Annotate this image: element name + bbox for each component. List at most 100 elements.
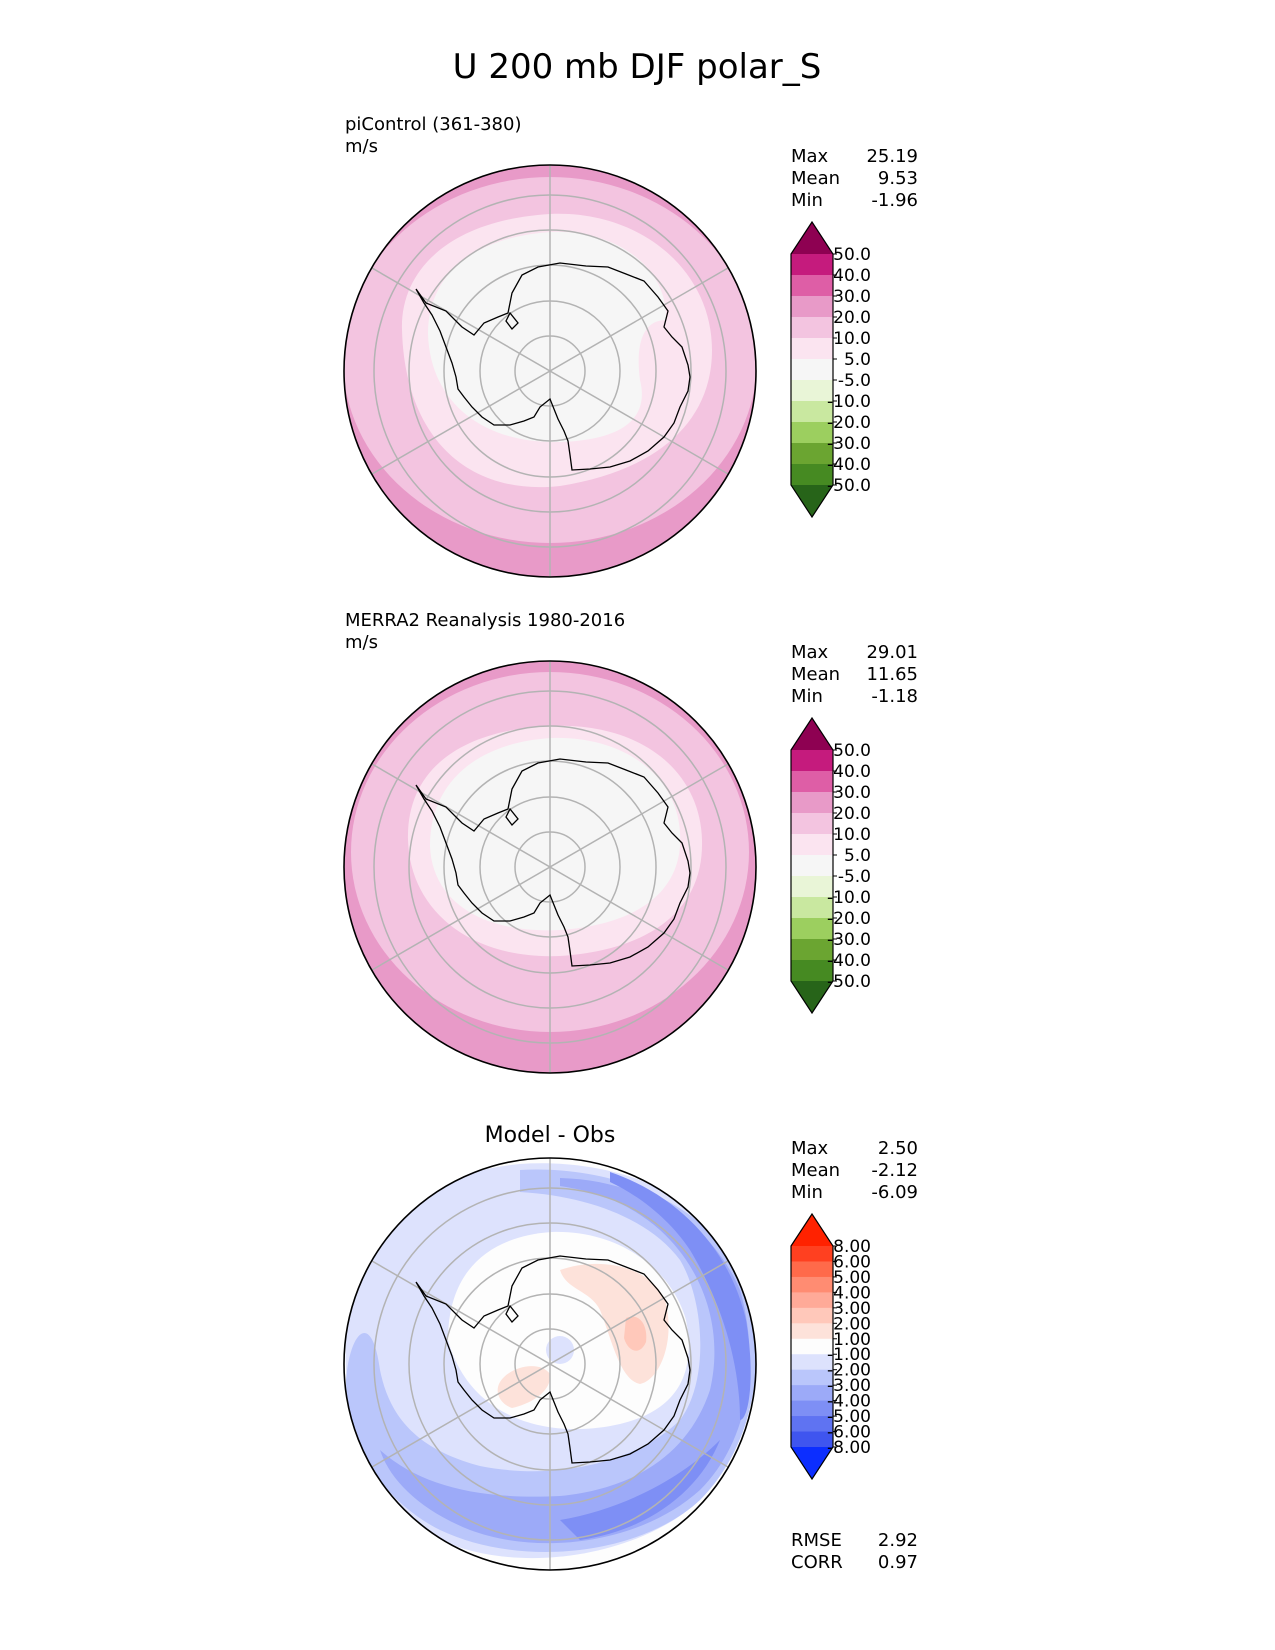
meridian-line bbox=[371, 763, 729, 971]
colorbar-segment bbox=[791, 338, 833, 360]
coastline-path bbox=[505, 1304, 519, 1323]
colorbar-tick-label: -10.0 bbox=[827, 888, 871, 908]
coastline-path bbox=[415, 758, 691, 967]
stat-label: RMSE bbox=[791, 1530, 842, 1551]
stats-block: Max 2.50 Mean -2.12 Min -6.09 bbox=[791, 1138, 918, 1203]
colorbar-segment bbox=[791, 1246, 833, 1262]
colorbar-segment bbox=[791, 834, 833, 856]
colorbar-segment bbox=[791, 918, 833, 940]
colorbar-segment bbox=[791, 296, 833, 318]
stat-value: -2.12 bbox=[871, 1160, 918, 1181]
colorbar-extension-bottom bbox=[791, 1447, 833, 1479]
stat-value: -1.18 bbox=[871, 686, 918, 707]
colorbar-tick-label: 8.00 bbox=[833, 1237, 871, 1257]
stat-label: Max bbox=[791, 1138, 829, 1159]
map-boundary bbox=[343, 164, 757, 578]
panel-units: m/s bbox=[345, 632, 378, 653]
colorbar-extension-top bbox=[791, 1214, 833, 1246]
colorbar-segment bbox=[791, 443, 833, 465]
colorbar: 50.040.030.020.010.05.0-5.0-10.0-20.0-30… bbox=[790, 220, 871, 519]
coastline-path bbox=[505, 311, 519, 330]
colorbar-tick-label: 5.00 bbox=[833, 1268, 871, 1288]
map-overlay bbox=[343, 1157, 757, 1571]
band-minus-3-to-minus-2 bbox=[346, 1169, 756, 1553]
coastline-path bbox=[415, 1255, 691, 1464]
panel-model-minus-obs: Model - Obs bbox=[343, 1123, 918, 1573]
colorbar-tick-label: 40.0 bbox=[833, 266, 871, 286]
stat-label: Max bbox=[791, 146, 829, 167]
meridian-line bbox=[371, 1260, 729, 1468]
meridian-lines bbox=[371, 1158, 729, 1570]
colorbar-segment bbox=[791, 401, 833, 423]
colorbar-tick-label: -30.0 bbox=[827, 930, 871, 950]
colorbar: 50.040.030.020.010.05.0-5.0-10.0-20.0-30… bbox=[790, 716, 871, 1015]
stats-block: Max 25.19 Mean 9.53 Min -1.96 bbox=[791, 146, 918, 211]
stat-label: Mean bbox=[791, 664, 840, 685]
colorbar-tick-label: 2.00 bbox=[833, 1314, 871, 1334]
colorbar-tick-label: -6.00 bbox=[827, 1423, 871, 1443]
colorbar-segment bbox=[791, 1276, 833, 1293]
colorbar-tick-label: 20.0 bbox=[833, 308, 871, 328]
colorbar-segment bbox=[791, 1416, 833, 1433]
stat-label: Min bbox=[791, 686, 823, 707]
colorbar-segment bbox=[791, 254, 833, 276]
colorbar-tick-label: -8.00 bbox=[827, 1438, 871, 1458]
antarctica-coastline bbox=[415, 1255, 691, 1464]
stat-label: Mean bbox=[791, 1160, 840, 1181]
colorbar-segment bbox=[791, 275, 833, 297]
colorbar-segment bbox=[791, 855, 833, 877]
stat-value: -6.09 bbox=[871, 1182, 918, 1203]
panel-merra2: MERRA2 Reanalysis 1980-2016 m/s bbox=[343, 610, 918, 1074]
stat-label: Max bbox=[791, 642, 829, 663]
colorbar-extension-bottom bbox=[791, 485, 833, 517]
colorbar-tick-label: 50.0 bbox=[833, 741, 871, 761]
colorbar-tick-label: -4.00 bbox=[827, 1392, 871, 1412]
stats-block: Max 29.01 Mean 11.65 Min -1.18 bbox=[791, 642, 918, 707]
colorbar-tick-label: -10.0 bbox=[827, 392, 871, 412]
colorbar-segment bbox=[791, 380, 833, 402]
coastline-path bbox=[505, 807, 519, 826]
band-near-zero bbox=[428, 231, 667, 443]
colorbar-segment bbox=[791, 422, 833, 444]
colorbar-tick-label: -50.0 bbox=[827, 972, 871, 992]
colorbar-tick-label: 1.00 bbox=[833, 1330, 871, 1350]
stat-value: 2.50 bbox=[878, 1138, 918, 1159]
stat-value: -1.96 bbox=[871, 190, 918, 211]
error-stats-block: RMSE 2.92 CORR 0.97 bbox=[791, 1530, 918, 1573]
stat-value: 0.97 bbox=[878, 1552, 918, 1573]
colorbar-segment bbox=[791, 1369, 833, 1386]
colorbar-tick-label: 10.0 bbox=[833, 825, 871, 845]
colorbar-tick-label: 30.0 bbox=[833, 287, 871, 307]
colorbar-tick-label: -5.0 bbox=[838, 867, 871, 887]
panel-picontrol: piControl (361-380) m/s bbox=[343, 114, 918, 578]
colorbar-tick-label: -2.00 bbox=[827, 1361, 871, 1381]
map-boundary bbox=[343, 660, 757, 1074]
colorbar-tick-label: -50.0 bbox=[827, 476, 871, 496]
colorbar-segment bbox=[791, 1292, 833, 1309]
colorbar-segment bbox=[791, 1323, 833, 1340]
colorbar-tick-label: 4.00 bbox=[833, 1283, 871, 1303]
colorbar-segment bbox=[791, 939, 833, 961]
colorbar-segment bbox=[791, 1307, 833, 1324]
colorbar-tick-label: 40.0 bbox=[833, 762, 871, 782]
stat-label: Min bbox=[791, 1182, 823, 1203]
stat-value: 2.92 bbox=[878, 1530, 918, 1551]
colorbar-segment bbox=[791, 1400, 833, 1417]
antarctica-coastline bbox=[415, 758, 691, 967]
coastline-path bbox=[415, 262, 691, 471]
panel-units: m/s bbox=[345, 136, 378, 157]
meridian-lines bbox=[371, 165, 729, 577]
panel-subtitle: piControl (361-380) bbox=[345, 114, 521, 135]
map-overlay bbox=[343, 164, 757, 578]
stat-value: 9.53 bbox=[878, 168, 918, 189]
colorbar-segment bbox=[791, 750, 833, 772]
colorbar-extension-bottom bbox=[791, 981, 833, 1013]
colorbar-tick-label: 3.00 bbox=[833, 1299, 871, 1319]
colorbar-tick-label: 5.0 bbox=[844, 846, 871, 866]
colorbar-segment bbox=[791, 464, 833, 486]
colorbar-segment bbox=[791, 317, 833, 339]
colorbar-tick-label: 10.0 bbox=[833, 329, 871, 349]
band-2-to-3 bbox=[624, 1316, 647, 1351]
colorbar-tick-label: -20.0 bbox=[827, 909, 871, 929]
